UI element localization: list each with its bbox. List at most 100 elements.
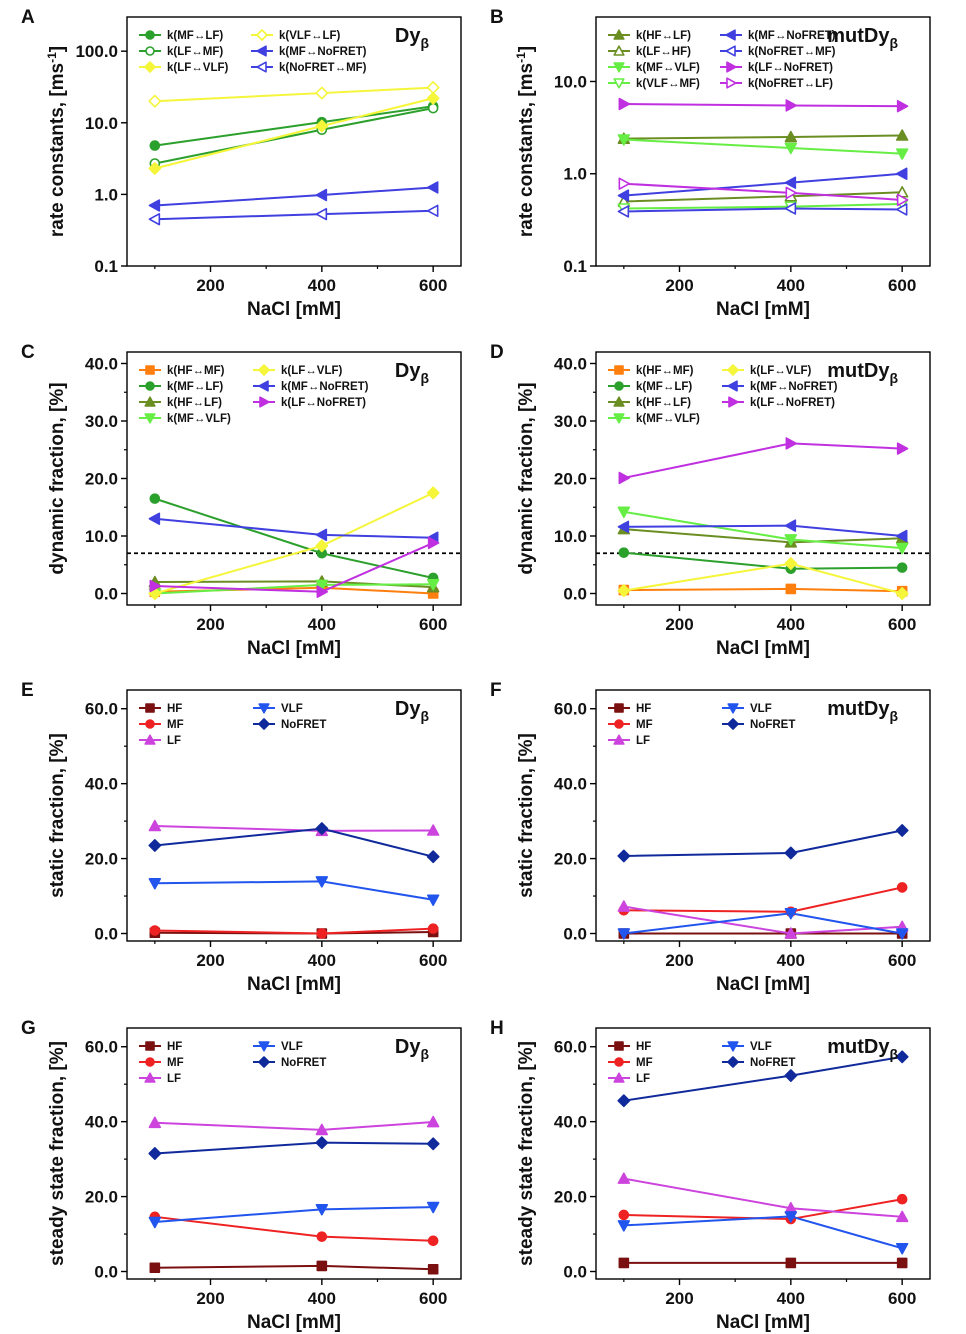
- legend-item: k(NoFRET↔LF): [720, 77, 833, 90]
- series-3: [617, 1211, 909, 1255]
- data-point: [896, 1257, 908, 1269]
- data-point: [427, 1263, 439, 1275]
- y-tick-label: 60.0: [554, 700, 587, 719]
- legend-item: k(MF↔VLF): [608, 62, 700, 74]
- data-point: [149, 140, 161, 151]
- data-point: [149, 579, 162, 593]
- data-point: [315, 86, 329, 100]
- data-point: [427, 1235, 439, 1247]
- legend-label: HF: [636, 703, 651, 715]
- legend-item: k(MF↔NoFRET): [251, 45, 367, 58]
- legend-marker: [144, 396, 156, 407]
- legend-item: VLF: [722, 703, 772, 715]
- data-point: [785, 186, 798, 200]
- y-tick-label: 1.0: [94, 185, 118, 204]
- legend-item: NoFRET: [722, 1056, 795, 1069]
- legend-marker: [258, 718, 270, 730]
- x-tick-label: 600: [888, 276, 916, 295]
- data-point: [895, 148, 909, 160]
- data-point: [315, 539, 329, 553]
- chart-panel-A: A 0.1 1.0 10.0 100.0 200 400 600 NaCl [mM] rate c…: [21, 7, 462, 320]
- data-point: [315, 207, 328, 221]
- panel-letter: G: [21, 1018, 36, 1039]
- legend-item: VLF: [253, 1041, 303, 1053]
- series-6: [149, 536, 440, 598]
- data-point: [316, 1231, 328, 1242]
- legend-marker: [144, 734, 156, 745]
- legend-label: k(LF↔VLF): [750, 365, 811, 377]
- y-tick-label: 0.0: [94, 585, 118, 604]
- legend-label: k(NoFRET↔LF): [748, 78, 833, 90]
- legend-item: k(LF↔NoFRET): [720, 61, 833, 74]
- data-point: [149, 493, 161, 504]
- data-point: [617, 520, 630, 533]
- data-point: [315, 119, 329, 133]
- legend-marker: [727, 364, 739, 376]
- legend-item: LF: [139, 1072, 181, 1085]
- series-4: [617, 557, 909, 600]
- legend-marker: [614, 381, 624, 391]
- series-2: [617, 134, 909, 160]
- x-axis-label: NaCl [mM]: [247, 974, 341, 995]
- legend-item: k(MF↔NoFRET): [253, 380, 369, 393]
- legend-marker: [256, 61, 267, 73]
- series-4: [617, 167, 908, 202]
- legend-item: k(HF↔LF): [608, 29, 691, 42]
- data-point: [148, 839, 162, 852]
- data-point: [426, 824, 440, 836]
- legend-label: HF: [167, 1041, 182, 1053]
- series-5: [617, 202, 908, 218]
- data-point: [895, 1050, 909, 1064]
- panel-letter: B: [490, 7, 504, 28]
- x-tick-label: 200: [665, 615, 693, 634]
- legend-label: VLF: [281, 1041, 303, 1053]
- x-tick-label: 400: [308, 615, 336, 634]
- legend-item: k(MF↔NoFRET): [722, 380, 838, 393]
- y-tick-label: 10.0: [554, 72, 587, 91]
- y-tick-label: 10.0: [85, 527, 118, 546]
- legend-marker: [613, 396, 625, 407]
- y-axis-label: rate constants, [ms-1]: [45, 46, 68, 237]
- legend-marker: [145, 719, 155, 729]
- legend-label: HF: [167, 703, 182, 715]
- legend-label: NoFRET: [750, 719, 795, 731]
- legend-item: NoFRET: [253, 1056, 326, 1069]
- plot-frame: [126, 689, 462, 942]
- legend-label: LF: [167, 1073, 181, 1085]
- y-tick-label: 30.0: [85, 412, 118, 431]
- y-tick-label: 0.0: [94, 1263, 118, 1282]
- plot-frame: [126, 16, 462, 267]
- data-point: [785, 99, 798, 112]
- data-point: [148, 213, 161, 226]
- x-tick-label: 200: [665, 951, 693, 970]
- construct-label: Dyβ: [395, 25, 430, 51]
- legend-item: k(VLF↔LF): [251, 29, 340, 42]
- legend: HF MF LF VLF NoFRET: [139, 703, 326, 747]
- data-point: [426, 850, 440, 864]
- legend-label: k(LF↔HF): [636, 46, 691, 58]
- y-tick-label: 40.0: [85, 1113, 118, 1132]
- data-point: [315, 1136, 329, 1150]
- legend-label: k(MF↔NoFRET): [750, 381, 838, 393]
- legend-item: k(LF↔NoFRET): [253, 396, 366, 409]
- legend-item: MF: [139, 719, 184, 731]
- legend-label: HF: [636, 1041, 651, 1053]
- y-tick-label: 0.0: [563, 1263, 587, 1282]
- series-3: [148, 876, 440, 906]
- y-axis-label: steady state fraction, [%]: [516, 1041, 537, 1266]
- legend-item: LF: [139, 734, 181, 747]
- legend-label: k(HF↔MF): [167, 365, 225, 377]
- data-point: [315, 876, 329, 888]
- legend-marker: [145, 1057, 155, 1067]
- data-point: [896, 99, 909, 113]
- y-tick-label: 10.0: [85, 114, 118, 133]
- legend-marker: [145, 1041, 155, 1051]
- data-point: [315, 1123, 329, 1136]
- x-tick-label: 600: [888, 951, 916, 970]
- chart-panel-H: H 0.0 20.0 40.0 60.0 200 400 600 NaCl [mM] steady…: [490, 1018, 931, 1333]
- data-point: [148, 878, 162, 890]
- legend-item: k(HF↔LF): [608, 396, 691, 409]
- data-point: [896, 442, 909, 455]
- legend-label: VLF: [750, 1041, 772, 1053]
